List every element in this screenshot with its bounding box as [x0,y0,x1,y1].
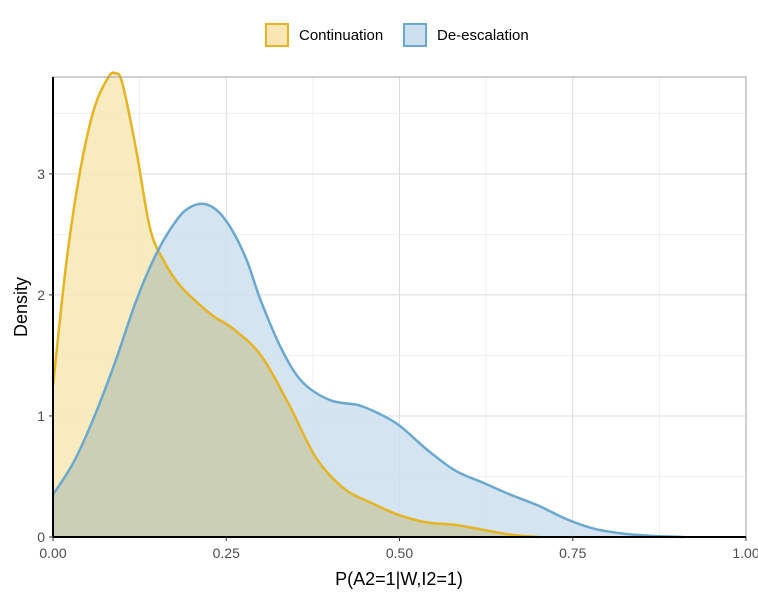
overlap-area [53,252,677,538]
x-tick-label: 0.00 [39,545,66,561]
y-tick-label: 0 [37,529,45,545]
density-line-continuation [51,71,539,539]
density-line-de-escalation [51,202,684,539]
x-axis-title: P(A2=1|W,I2=1) [335,569,463,589]
x-tick-label: 1.00 [732,545,758,561]
y-tick-label: 3 [37,166,45,182]
x-tick-label: 0.75 [559,545,586,561]
x-tick-label: 0.25 [213,545,240,561]
legend: Continuation De-escalation [265,23,529,47]
y-tick-label: 2 [37,287,45,303]
density-areas [51,71,684,539]
tick-labels: 0.00 0.25 0.50 0.75 1.00 0 1 2 3 [37,166,758,561]
legend-key-continuation [265,23,289,47]
y-tick-label: 1 [37,408,45,424]
legend-label-continuation: Continuation [299,27,383,44]
x-tick-label: 0.50 [386,545,413,561]
y-axis-title: Density [11,277,31,337]
legend-label-de-escalation: De-escalation [437,27,529,44]
legend-key-de-escalation [403,23,427,47]
